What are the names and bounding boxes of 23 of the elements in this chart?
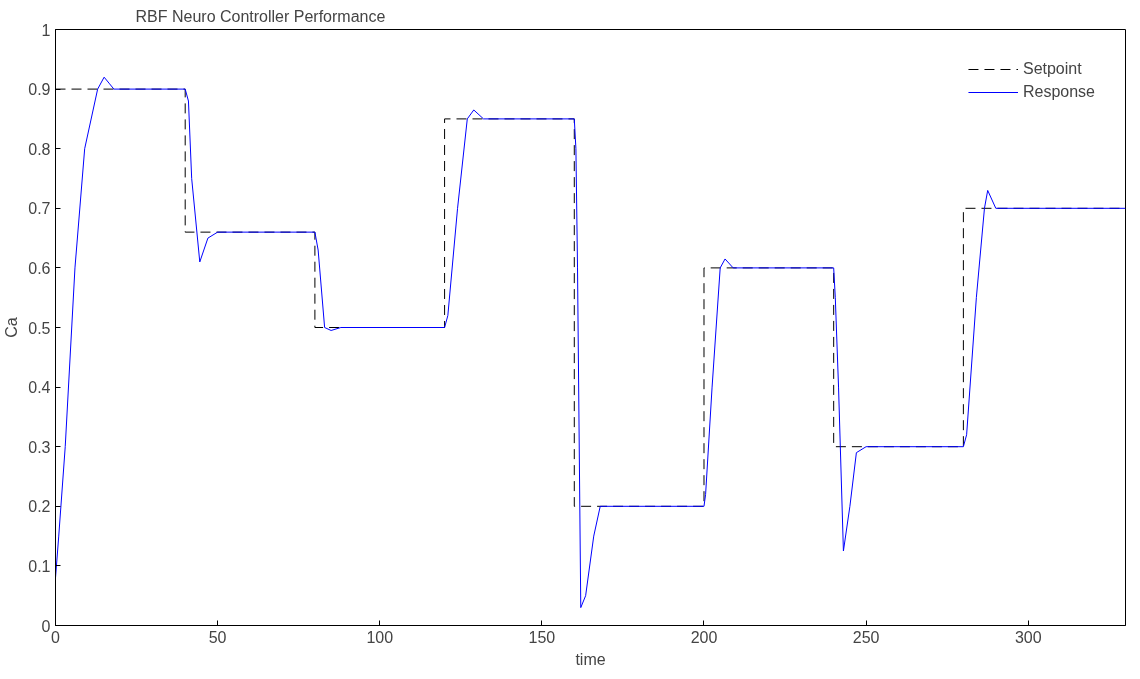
y-tick-label: 0.4 — [28, 379, 51, 397]
y-tick-label: 0 — [41, 617, 51, 635]
y-tick-label: 0.2 — [28, 498, 51, 516]
chart-title: RBF Neuro Controller Performance — [135, 7, 386, 25]
x-tick-label: 300 — [1014, 628, 1042, 646]
x-tick-label: 50 — [208, 628, 227, 646]
y-tick-label: 0.1 — [28, 557, 51, 575]
x-axis-title: time — [575, 650, 606, 668]
y-tick-label: 0.7 — [28, 200, 51, 218]
x-tick-label: 100 — [366, 628, 394, 646]
x-tick-label: 200 — [690, 628, 718, 646]
x-tick-label: 150 — [528, 628, 556, 646]
y-tick-label: 0.8 — [28, 140, 51, 158]
y-tick-label: 0.3 — [28, 438, 51, 456]
line-series — [55, 76, 1126, 609]
x-tick-label: 250 — [852, 628, 880, 646]
y-tick-label: 0.5 — [28, 319, 51, 337]
legend-label: Response — [1022, 83, 1095, 101]
legend-label: Setpoint — [1022, 60, 1082, 78]
y-tick-label: 1 — [41, 21, 51, 39]
y-axis-title: Ca — [3, 317, 21, 338]
y-tick-label: 0.9 — [28, 81, 51, 99]
y-tick-label: 0.6 — [28, 259, 51, 277]
